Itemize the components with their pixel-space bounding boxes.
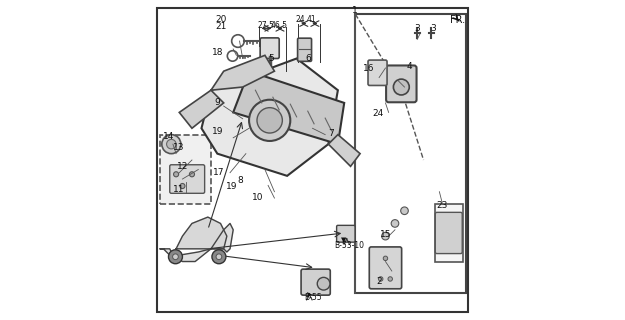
Text: 41: 41 bbox=[307, 15, 317, 24]
Text: 8: 8 bbox=[237, 176, 242, 185]
Circle shape bbox=[228, 51, 238, 61]
Bar bbox=[160, 135, 211, 204]
Text: 17: 17 bbox=[213, 168, 224, 177]
Circle shape bbox=[401, 207, 408, 215]
Circle shape bbox=[249, 100, 290, 141]
Text: 3: 3 bbox=[430, 24, 436, 33]
Text: 46.5: 46.5 bbox=[271, 21, 288, 30]
Text: ▼: ▼ bbox=[341, 237, 346, 244]
Polygon shape bbox=[160, 223, 233, 261]
Text: 5: 5 bbox=[268, 54, 274, 63]
Circle shape bbox=[216, 254, 222, 260]
Circle shape bbox=[382, 232, 389, 240]
Circle shape bbox=[174, 172, 179, 177]
FancyBboxPatch shape bbox=[298, 38, 311, 61]
Text: 12: 12 bbox=[177, 163, 188, 172]
FancyBboxPatch shape bbox=[337, 225, 355, 242]
Text: 16: 16 bbox=[363, 64, 374, 73]
Circle shape bbox=[393, 79, 409, 95]
Polygon shape bbox=[233, 71, 344, 144]
Circle shape bbox=[189, 172, 194, 177]
FancyBboxPatch shape bbox=[435, 212, 462, 253]
Polygon shape bbox=[328, 135, 360, 166]
Circle shape bbox=[167, 140, 176, 149]
Circle shape bbox=[379, 277, 383, 281]
Text: 1: 1 bbox=[352, 6, 358, 15]
Bar bbox=[434, 204, 463, 261]
Text: 24: 24 bbox=[296, 15, 306, 24]
FancyBboxPatch shape bbox=[386, 66, 416, 102]
Circle shape bbox=[391, 220, 399, 227]
Text: 15: 15 bbox=[380, 230, 392, 239]
Text: 10: 10 bbox=[252, 193, 263, 202]
FancyBboxPatch shape bbox=[170, 165, 204, 193]
Circle shape bbox=[232, 35, 244, 47]
Circle shape bbox=[212, 250, 226, 264]
Text: 18: 18 bbox=[211, 48, 223, 57]
Text: 19: 19 bbox=[226, 181, 238, 190]
FancyBboxPatch shape bbox=[260, 38, 279, 59]
Text: 20: 20 bbox=[216, 15, 227, 24]
Text: 11: 11 bbox=[173, 185, 184, 194]
Text: 9: 9 bbox=[214, 99, 220, 108]
Polygon shape bbox=[211, 55, 274, 90]
Text: 7: 7 bbox=[328, 130, 334, 139]
Text: 21: 21 bbox=[216, 22, 227, 31]
Polygon shape bbox=[179, 90, 224, 128]
Circle shape bbox=[388, 277, 392, 281]
Text: 3: 3 bbox=[414, 24, 420, 33]
Bar bbox=[356, 14, 466, 293]
Text: 2: 2 bbox=[376, 277, 382, 286]
FancyBboxPatch shape bbox=[301, 269, 330, 295]
Text: B-55: B-55 bbox=[304, 292, 322, 301]
Text: ➤: ➤ bbox=[306, 290, 312, 299]
Circle shape bbox=[173, 254, 178, 260]
Circle shape bbox=[383, 256, 388, 260]
Text: 6: 6 bbox=[305, 54, 311, 63]
Circle shape bbox=[162, 135, 181, 154]
Circle shape bbox=[318, 277, 330, 290]
Text: 14: 14 bbox=[163, 132, 175, 141]
FancyBboxPatch shape bbox=[368, 60, 387, 85]
Circle shape bbox=[169, 250, 182, 264]
FancyBboxPatch shape bbox=[369, 247, 402, 289]
Circle shape bbox=[180, 183, 185, 188]
Polygon shape bbox=[201, 59, 338, 176]
Text: 23: 23 bbox=[437, 201, 448, 210]
Text: B-53-10: B-53-10 bbox=[334, 241, 364, 250]
Text: 4: 4 bbox=[407, 62, 412, 71]
Polygon shape bbox=[176, 217, 227, 249]
Text: 27.5: 27.5 bbox=[257, 21, 274, 30]
Text: 19: 19 bbox=[212, 127, 224, 136]
Text: 24: 24 bbox=[372, 108, 384, 117]
Text: 13: 13 bbox=[173, 143, 184, 152]
Text: FR.: FR. bbox=[450, 15, 466, 25]
Circle shape bbox=[257, 108, 282, 133]
